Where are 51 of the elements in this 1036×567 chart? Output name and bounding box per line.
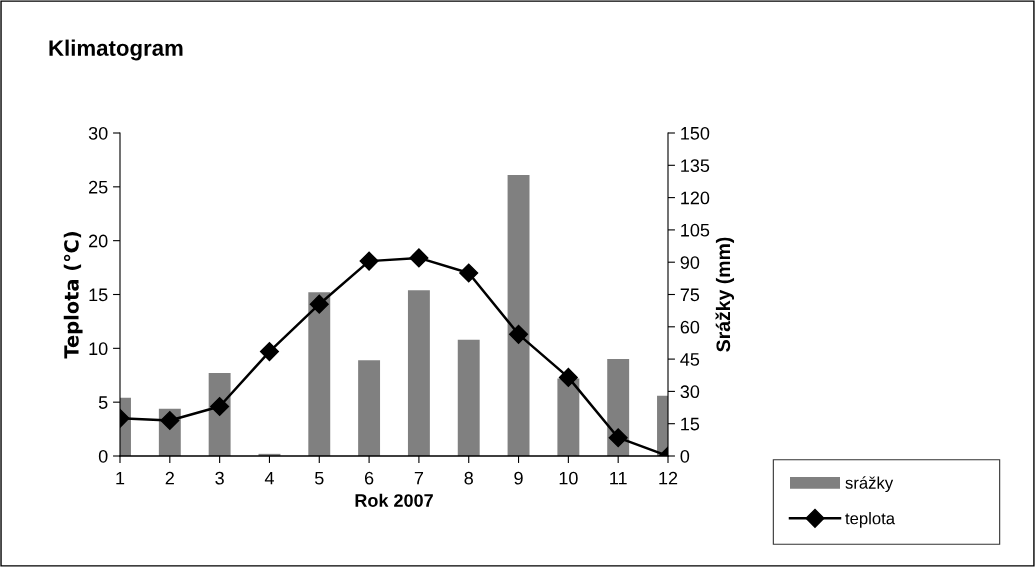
y2-tick-label: 150 — [681, 126, 710, 140]
x-tick-label: 6 — [364, 471, 374, 485]
y2-tick-label: 45 — [680, 353, 700, 366]
x-tick-label: 1 — [116, 471, 125, 485]
x-tick-label: 7 — [414, 471, 424, 485]
bar — [507, 174, 530, 456]
x-tick-label: 5 — [314, 471, 324, 485]
point — [409, 248, 429, 268]
x-tick-label: 2 — [165, 471, 174, 485]
x-axis-title: Rok 2007 — [355, 493, 433, 507]
bar — [358, 360, 381, 456]
y2-tick-label: 60 — [680, 320, 700, 334]
y2-tick-label: 75 — [680, 288, 700, 302]
x-tick-label: 10 — [559, 471, 578, 485]
y2-tick-label: 120 — [681, 191, 710, 205]
point — [259, 342, 279, 362]
y-tick-label: 15 — [89, 288, 108, 302]
y-tick-label: 5 — [98, 396, 108, 409]
x-tick-label: 3 — [215, 471, 224, 485]
y2-tick-label: 30 — [680, 385, 700, 399]
x-tick-label: 11 — [610, 471, 627, 485]
y-axis-title: Teplota (℃) — [63, 232, 83, 359]
bar — [557, 378, 580, 456]
point — [309, 294, 329, 314]
legend-label: teplota — [845, 512, 896, 528]
point — [160, 410, 180, 431]
chart-title: Klimatogram — [49, 39, 183, 61]
y-tick-label: 20 — [89, 234, 108, 248]
x-tick-label: 8 — [464, 471, 473, 485]
point — [608, 428, 628, 448]
point — [459, 263, 479, 283]
y-tick-label: 0 — [98, 449, 108, 463]
bar — [308, 292, 331, 456]
y-tick-label: 25 — [89, 180, 108, 194]
y-tick-label: 10 — [89, 342, 108, 356]
legend-label: srážky — [845, 476, 894, 493]
point — [359, 251, 379, 271]
y2-tick-label: 105 — [681, 223, 710, 237]
point — [558, 367, 578, 387]
y2-tick-label: 90 — [680, 256, 700, 269]
y2-tick-label: 15 — [681, 417, 700, 431]
bar — [457, 339, 480, 456]
x-tick-label: 4 — [264, 471, 274, 485]
x-tick-label: 12 — [659, 471, 678, 485]
y2-tick-label: 0 — [680, 449, 690, 463]
bar — [407, 290, 430, 456]
y-tick-label: 30 — [88, 126, 108, 140]
y2-axis-title: Srážky (mm) — [715, 237, 735, 352]
y2-tick-label: 135 — [681, 159, 710, 173]
x-tick-label: 9 — [514, 471, 523, 485]
point — [509, 324, 529, 344]
